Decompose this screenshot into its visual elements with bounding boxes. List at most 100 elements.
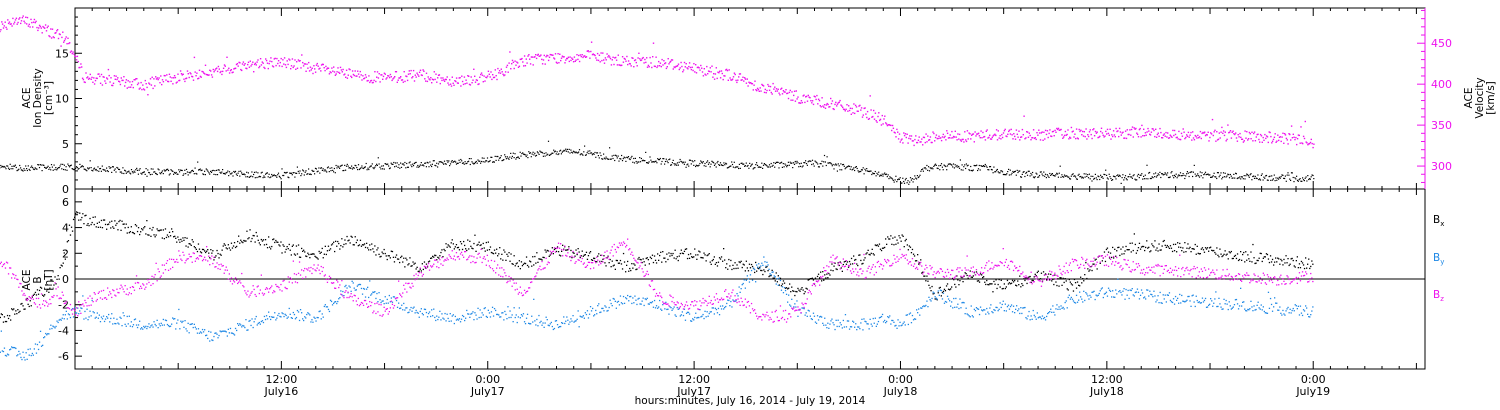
bx-point [437,256,439,258]
density-point [1207,173,1209,175]
bx-point [726,263,728,265]
velocity-point [448,84,450,86]
bx-point [285,248,287,251]
velocity-point [901,138,903,140]
velocity-point [335,73,337,75]
density-point [779,162,781,164]
velocity-point [414,74,416,76]
velocity-point [1305,141,1307,143]
bx-point [921,272,923,274]
density-point [609,158,611,160]
bx-point [829,274,831,276]
density-point [227,170,229,172]
velocity-point [320,70,322,72]
velocity-point [972,133,975,135]
bx-point [229,249,232,251]
bx-point [1022,284,1024,287]
bx-point [1208,250,1210,252]
density-point [566,148,568,150]
velocity-point [848,105,850,107]
velocity-point [184,80,186,83]
density-point [61,168,63,170]
density-point [606,157,608,160]
density-point [885,173,887,176]
density-point [1058,172,1060,174]
bx-point [109,221,111,223]
velocity-point [792,99,794,101]
density-point [752,168,754,170]
bx-point [1276,261,1278,263]
density-point [291,174,293,176]
density-point [400,166,403,168]
bx-point [1044,273,1047,275]
density-point [1047,175,1049,177]
velocity-point [912,140,914,142]
velocity-point [1073,136,1075,138]
density-point [765,164,767,166]
velocity-point [170,80,172,82]
velocity-point [534,56,536,58]
velocity-point [1216,139,1219,141]
density-point [411,166,413,168]
velocity-point [823,104,826,106]
density-point [132,172,134,174]
bx-point [1265,253,1268,255]
bx-point [962,281,964,283]
velocity-point [1300,126,1302,128]
velocity-point [285,66,288,69]
velocity-point [615,59,618,61]
velocity-point [969,133,971,135]
density-point [299,170,301,172]
velocity-point [1070,126,1073,129]
velocity-point [1081,130,1084,133]
velocity-point [921,138,923,140]
density-point [1028,170,1030,172]
velocity-point [1155,128,1157,130]
bx-point [1248,258,1250,260]
velocity-point [287,63,289,66]
velocity-point [1200,137,1202,140]
density-point [683,163,685,165]
velocity-point [859,104,861,107]
velocity-point [451,76,453,78]
velocity-point [657,65,659,67]
bx-point [1240,251,1242,253]
velocity-point [403,71,405,73]
density-point [898,178,900,180]
density-point [1206,173,1208,175]
velocity-point [729,77,731,79]
velocity-point [556,62,558,64]
density-point [1052,174,1054,176]
bx-point [949,289,951,291]
bx-point [181,240,183,242]
density-point [842,164,844,166]
bx-point [1214,251,1216,254]
density-point [75,166,78,168]
density-point [214,170,216,172]
velocity-point [658,65,661,67]
velocity-point [424,78,426,80]
density-point [670,164,672,166]
bx-point [922,271,924,273]
bx-point [124,227,126,229]
density-point [1297,180,1299,182]
velocity-point [307,67,309,69]
bx-point [353,244,355,246]
bx-point [493,249,496,251]
bx-point [1030,281,1032,283]
density-point [979,169,981,171]
velocity-point [1019,139,1021,141]
bx-point [554,247,557,250]
bx-point [1278,258,1280,260]
velocity-point [215,68,217,70]
velocity-point [339,66,342,69]
density-point [1242,178,1244,180]
velocity-point [939,137,941,139]
bx-point [501,253,503,255]
density-point [1051,173,1053,175]
velocity-point [204,64,207,66]
bx-point [498,253,500,255]
density-point [219,171,221,173]
bx-point [600,254,602,256]
bx-point [487,241,489,243]
